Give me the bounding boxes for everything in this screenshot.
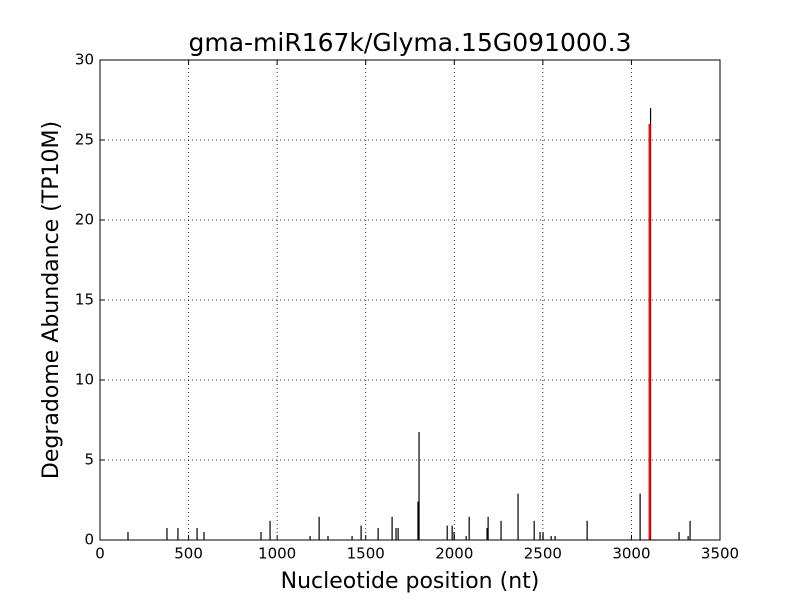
x-tick-label: 1000: [258, 545, 296, 563]
y-tick-label: 20: [75, 211, 94, 229]
y-tick-label: 10: [75, 371, 94, 389]
x-tick-label: 3000: [612, 545, 650, 563]
y-tick-label: 25: [75, 131, 94, 149]
x-tick-label: 0: [95, 545, 105, 563]
x-axis-label: Nucleotide position (nt): [281, 569, 540, 594]
x-tick-label: 3500: [701, 545, 739, 563]
chart-title: gma-miR167k/Glyma.15G091000.3: [188, 28, 631, 57]
x-tick-label: 2000: [435, 545, 473, 563]
plot-frame: [99, 59, 721, 541]
y-tick-label: 15: [75, 291, 94, 309]
y-axis-label: Degradome Abundance (TP10M): [39, 121, 64, 479]
y-tick-label: 0: [84, 531, 94, 549]
y-tick-label: 30: [75, 51, 94, 69]
y-tick-label: 5: [84, 451, 94, 469]
x-tick-label: 2500: [524, 545, 562, 563]
x-tick-label: 500: [174, 545, 203, 563]
x-tick-label: 1500: [347, 545, 385, 563]
